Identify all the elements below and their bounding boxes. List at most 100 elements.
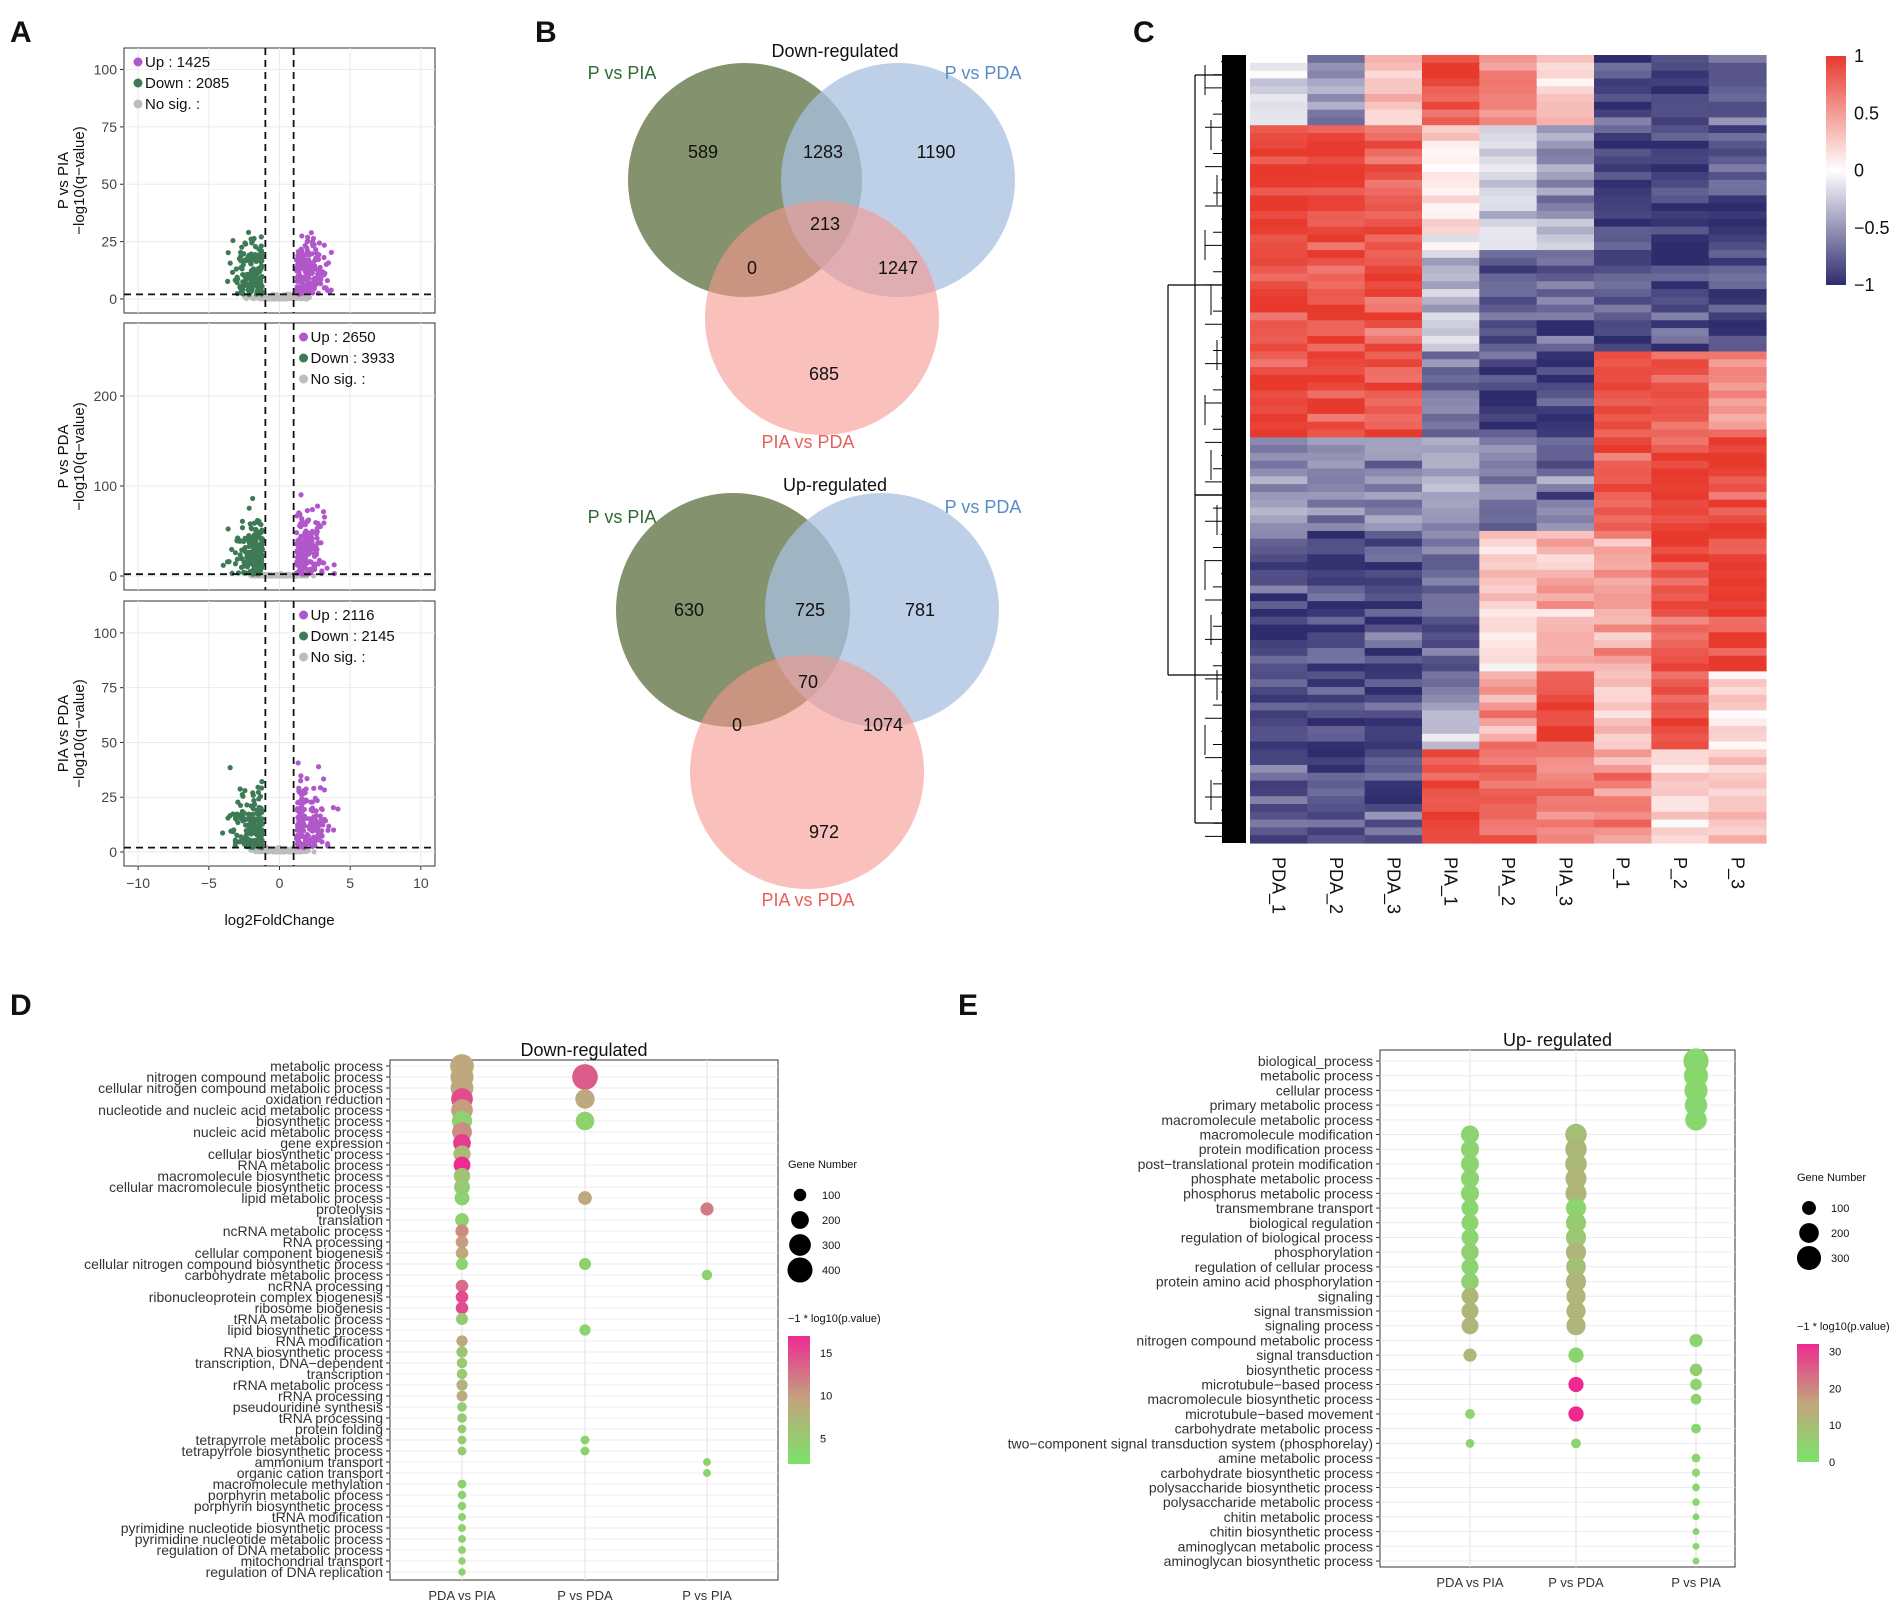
down-point bbox=[224, 559, 231, 565]
heatmap-cell bbox=[1594, 796, 1652, 805]
heatmap-cell bbox=[1594, 164, 1652, 173]
heatmap-cell bbox=[1307, 601, 1366, 610]
heatmap-cell bbox=[1307, 94, 1366, 103]
heatmap-cell bbox=[1536, 343, 1595, 353]
heatmap-cell bbox=[1536, 811, 1595, 821]
heatmap-cell bbox=[1651, 819, 1710, 828]
size-legend-dot bbox=[1802, 1201, 1816, 1215]
up-point bbox=[311, 823, 317, 829]
heatmap-cell bbox=[1651, 577, 1710, 587]
heatmap-cell bbox=[1594, 476, 1652, 485]
heatmap-cell bbox=[1479, 156, 1538, 165]
up-point bbox=[315, 764, 322, 770]
heatmap-cell bbox=[1479, 476, 1538, 485]
go-bubble bbox=[701, 1269, 713, 1281]
heatmap-cell bbox=[1422, 94, 1480, 103]
heatmap-cell bbox=[1307, 530, 1366, 540]
down-point bbox=[225, 250, 231, 256]
go-term-label: porphyrin metabolic process bbox=[208, 1487, 383, 1503]
heatmap-cell bbox=[1651, 70, 1710, 80]
heatmap-cell bbox=[1250, 499, 1308, 509]
y-tick-label: 50 bbox=[101, 176, 117, 192]
go-term-label: proteolysis bbox=[316, 1201, 383, 1217]
size-legend-dot bbox=[793, 1188, 807, 1202]
heatmap-cell bbox=[1651, 757, 1710, 766]
heatmap-cell bbox=[1307, 218, 1366, 228]
heatmap-cell bbox=[1250, 632, 1308, 641]
heatmap-cell bbox=[1651, 226, 1710, 236]
heatmap-cell bbox=[1422, 203, 1480, 212]
heatmap-cell bbox=[1364, 125, 1423, 134]
go-bubble bbox=[1460, 1140, 1480, 1159]
go-term-label: gene expression bbox=[280, 1135, 383, 1151]
down-point bbox=[220, 562, 226, 568]
heatmap-cell bbox=[1708, 562, 1767, 571]
y-axis-label-top: P vs PDA bbox=[55, 425, 72, 489]
heatmap-cell bbox=[1422, 772, 1480, 782]
bubble-title: Up- regulated bbox=[1503, 1030, 1612, 1050]
down-point bbox=[254, 276, 260, 282]
down-point bbox=[246, 811, 252, 817]
venn-set-label: P vs PIA bbox=[588, 507, 657, 527]
up-point bbox=[318, 540, 324, 546]
heatmap-cell bbox=[1651, 156, 1710, 165]
heatmap-cell bbox=[1422, 55, 1480, 64]
heatmap-cell bbox=[1364, 624, 1423, 633]
heatmap-cell bbox=[1708, 429, 1767, 438]
up-point bbox=[313, 531, 320, 537]
heatmap-cell bbox=[1536, 764, 1595, 774]
go-bubble bbox=[456, 1390, 468, 1402]
up-point bbox=[301, 277, 308, 283]
go-term-label: carbohydrate biosynthetic process bbox=[1161, 1465, 1373, 1481]
y-tick-label: 25 bbox=[101, 234, 117, 250]
heatmap-cell bbox=[1250, 749, 1308, 758]
heatmap-cell bbox=[1479, 523, 1538, 532]
heatmap-cell bbox=[1708, 507, 1767, 516]
heatmap-cell bbox=[1479, 585, 1538, 594]
heatmap-cell bbox=[1536, 445, 1595, 454]
heatmap-cell bbox=[1708, 499, 1767, 509]
down-point bbox=[255, 823, 261, 829]
heatmap-cell bbox=[1536, 593, 1595, 602]
heatmap-cell bbox=[1422, 499, 1480, 509]
down-point bbox=[238, 249, 244, 255]
go-bubble bbox=[1465, 1438, 1475, 1448]
heatmap-cell bbox=[1422, 179, 1480, 189]
up-point bbox=[299, 842, 305, 848]
heatmap-cell bbox=[1594, 593, 1652, 602]
go-term-label: polysaccharide metabolic process bbox=[1163, 1494, 1373, 1510]
up-point bbox=[294, 548, 300, 554]
heatmap-cell bbox=[1422, 164, 1480, 173]
up-point bbox=[305, 834, 311, 841]
heatmap-cell bbox=[1364, 741, 1423, 750]
color-scale-tick: −1 bbox=[1854, 275, 1875, 295]
heatmap-cell bbox=[1594, 421, 1652, 431]
heatmap-cell bbox=[1250, 273, 1308, 282]
down-point bbox=[259, 254, 265, 260]
heatmap-cell bbox=[1594, 125, 1652, 134]
heatmap-cell bbox=[1536, 702, 1595, 711]
heatmap-cell bbox=[1479, 515, 1538, 524]
up-point bbox=[301, 256, 307, 262]
nosig-point bbox=[269, 295, 276, 302]
heatmap-cell bbox=[1479, 250, 1538, 259]
go-bubble bbox=[456, 1335, 468, 1347]
heatmap-cell bbox=[1422, 616, 1480, 626]
heatmap-cell bbox=[1364, 499, 1423, 509]
heatmap-cell bbox=[1536, 234, 1595, 243]
heatmap-cell bbox=[1536, 250, 1595, 259]
heatmap-cell bbox=[1594, 250, 1652, 259]
nosig-point bbox=[271, 849, 278, 855]
heatmap-cell bbox=[1307, 476, 1366, 485]
heatmap-cell bbox=[1307, 296, 1366, 306]
heatmap-cell bbox=[1479, 491, 1538, 501]
heatmap-cell bbox=[1479, 133, 1538, 142]
venn-set-label: P vs PIA bbox=[588, 63, 657, 83]
heatmap-cell bbox=[1422, 718, 1480, 727]
go-bubble bbox=[457, 1424, 467, 1434]
heatmap-cell bbox=[1536, 749, 1595, 758]
heatmap-cell bbox=[1364, 62, 1423, 72]
down-point bbox=[252, 547, 258, 553]
panel-letter-e: E bbox=[958, 989, 978, 1022]
heatmap-cell bbox=[1536, 320, 1595, 329]
